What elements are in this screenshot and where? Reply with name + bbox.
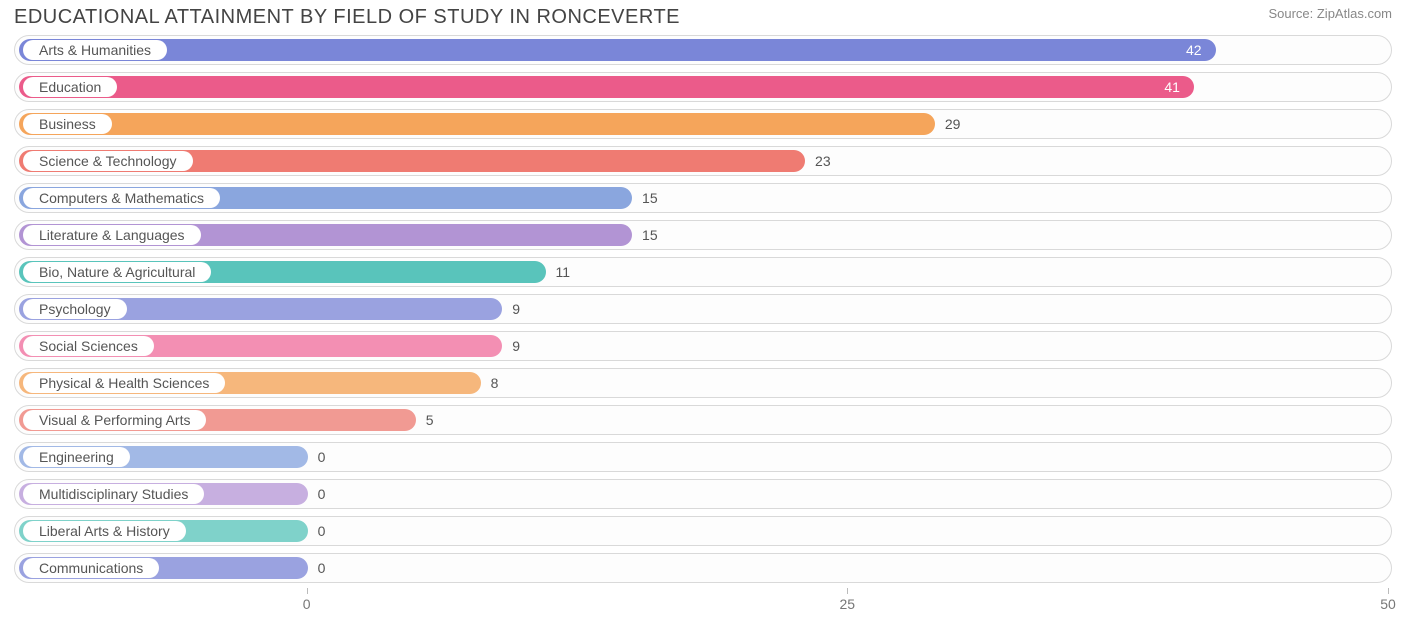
value-label: 15 <box>642 221 658 249</box>
value-label: 9 <box>512 295 520 323</box>
category-label: Computers & Mathematics <box>39 190 204 206</box>
category-label: Engineering <box>39 449 114 465</box>
bar-row: Bio, Nature & Agricultural 11 <box>14 257 1392 287</box>
source-attribution: Source: ZipAtlas.com <box>1268 6 1392 21</box>
bar-row: Education 41 <box>14 72 1392 102</box>
category-pill: Physical & Health Sciences <box>23 373 225 393</box>
category-label: Literature & Languages <box>39 227 185 243</box>
value-label: 11 <box>556 258 571 286</box>
category-label: Psychology <box>39 301 111 317</box>
value-label: 15 <box>642 184 658 212</box>
bar-row: Psychology 9 <box>14 294 1392 324</box>
category-pill: Visual & Performing Arts <box>23 410 206 430</box>
value-label: 5 <box>426 406 434 434</box>
bar-fill <box>19 39 1216 61</box>
bar-row: Arts & Humanities 42 <box>14 35 1392 65</box>
tick-mark <box>1388 588 1389 594</box>
category-pill: Psychology <box>23 299 127 319</box>
x-axis: 02550 <box>14 590 1392 618</box>
bar-row: Computers & Mathematics 15 <box>14 183 1392 213</box>
value-label: 0 <box>318 517 326 545</box>
category-pill: Education <box>23 77 117 97</box>
category-pill: Liberal Arts & History <box>23 521 186 541</box>
tick-mark <box>847 588 848 594</box>
category-label: Liberal Arts & History <box>39 523 170 539</box>
category-label: Communications <box>39 560 143 576</box>
category-pill: Arts & Humanities <box>23 40 167 60</box>
value-label: 9 <box>512 332 520 360</box>
bar-row: Science & Technology 23 <box>14 146 1392 176</box>
value-label: 29 <box>945 110 961 138</box>
category-label: Multidisciplinary Studies <box>39 486 188 502</box>
bar-row: Engineering 0 <box>14 442 1392 472</box>
bar-row: Social Sciences 9 <box>14 331 1392 361</box>
value-label: 0 <box>318 443 326 471</box>
value-label: 42 <box>1186 36 1202 64</box>
category-pill: Communications <box>23 558 159 578</box>
bar-row: Literature & Languages 15 <box>14 220 1392 250</box>
category-pill: Engineering <box>23 447 130 467</box>
category-label: Bio, Nature & Agricultural <box>39 264 195 280</box>
category-pill: Bio, Nature & Agricultural <box>23 262 211 282</box>
tick-label: 25 <box>840 596 856 612</box>
bar-fill <box>19 113 935 135</box>
bar-row: Liberal Arts & History 0 <box>14 516 1392 546</box>
bar-fill <box>19 76 1194 98</box>
value-label: 41 <box>1164 73 1180 101</box>
category-pill: Literature & Languages <box>23 225 201 245</box>
category-pill: Science & Technology <box>23 151 193 171</box>
category-pill: Social Sciences <box>23 336 154 356</box>
category-label: Business <box>39 116 96 132</box>
category-label: Science & Technology <box>39 153 177 169</box>
bar-row: Business 29 <box>14 109 1392 139</box>
value-label: 23 <box>815 147 831 175</box>
category-label: Physical & Health Sciences <box>39 375 209 391</box>
tick-mark <box>307 588 308 594</box>
value-label: 8 <box>491 369 499 397</box>
category-label: Social Sciences <box>39 338 138 354</box>
chart-title: EDUCATIONAL ATTAINMENT BY FIELD OF STUDY… <box>14 6 680 29</box>
category-label: Education <box>39 79 101 95</box>
bar-row: Physical & Health Sciences 8 <box>14 368 1392 398</box>
tick-label: 0 <box>303 596 311 612</box>
category-pill: Computers & Mathematics <box>23 188 220 208</box>
category-label: Arts & Humanities <box>39 42 151 58</box>
category-pill: Business <box>23 114 112 134</box>
value-label: 0 <box>318 480 326 508</box>
chart-plot-area: Arts & Humanities 42 Education 41 Business 29… <box>0 29 1406 583</box>
tick-label: 50 <box>1380 596 1396 612</box>
category-pill: Multidisciplinary Studies <box>23 484 204 504</box>
value-label: 0 <box>318 554 326 582</box>
category-label: Visual & Performing Arts <box>39 412 190 428</box>
bar-row: Multidisciplinary Studies 0 <box>14 479 1392 509</box>
bar-row: Communications 0 <box>14 553 1392 583</box>
bar-row: Visual & Performing Arts 5 <box>14 405 1392 435</box>
